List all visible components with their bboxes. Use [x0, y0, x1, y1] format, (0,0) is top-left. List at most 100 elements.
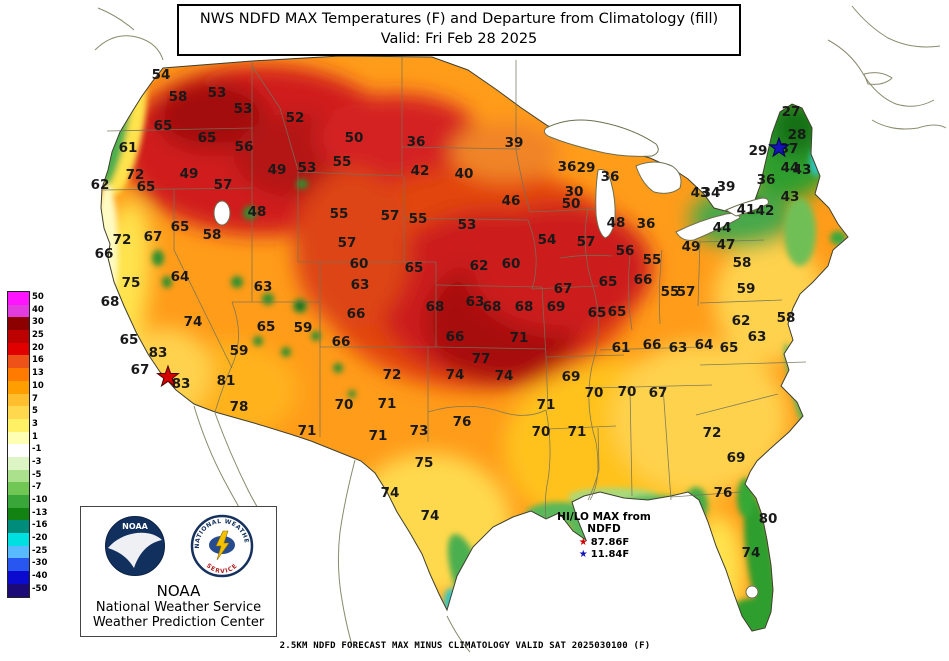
station-temp-value: 57 [677, 284, 696, 300]
station-temp-value: 58 [203, 227, 222, 243]
station-temp-value: 54 [538, 232, 557, 248]
station-temp-value: 43 [691, 185, 710, 201]
station-temp-value: 48 [248, 204, 267, 220]
legend-swatch [8, 533, 29, 546]
station-temp-value: 74 [381, 485, 400, 501]
station-temp-value: 74 [184, 314, 203, 330]
station-temp-value: 46 [502, 193, 521, 209]
station-temp-value: 49 [180, 166, 199, 182]
lightning-bolt-icon [215, 530, 230, 561]
station-temp-value: 63 [748, 329, 767, 345]
legend-swatch [8, 380, 29, 394]
station-temp-value: 36 [407, 134, 426, 150]
station-temp-value: 74 [446, 367, 465, 383]
station-temp-value: 66 [332, 334, 351, 350]
legend-label: 10 [32, 380, 44, 391]
station-temp-value: 36 [637, 216, 656, 232]
station-temp-value: 49 [268, 162, 287, 178]
station-temp-value: 55 [409, 211, 428, 227]
station-temp-value: 64 [695, 337, 714, 353]
station-temp-value: 66 [95, 246, 114, 262]
station-temp-value: 53 [234, 101, 253, 117]
station-temp-value: 29 [749, 143, 768, 159]
station-temp-value: 65 [588, 305, 607, 321]
legend-label: -20 [32, 533, 48, 544]
nws-logo: NATIONAL WEATHER SERVICE [190, 514, 253, 578]
station-temp-value: 68 [101, 294, 120, 310]
legend-swatch [8, 495, 29, 508]
legend-label: 7 [32, 393, 38, 404]
station-temp-value: 71 [537, 397, 556, 413]
station-temp-value: 70 [585, 385, 604, 401]
station-temp-value: 44 [781, 160, 800, 176]
title-box: NWS NDFD MAX Temperatures (F) and Depart… [177, 4, 741, 56]
legend-swatch [8, 393, 29, 407]
agency-org: NOAA [156, 582, 201, 600]
station-temp-value: 65 [171, 219, 190, 235]
station-temp-value: 71 [568, 424, 587, 440]
legend-swatch [8, 330, 29, 343]
station-temp-value: 70 [335, 397, 354, 413]
station-temp-value: 71 [510, 330, 529, 346]
legend-label: -3 [32, 456, 42, 467]
station-temp-value: 66 [347, 306, 366, 322]
legend-label: -1 [32, 444, 42, 455]
station-temp-value: 65 [608, 304, 627, 320]
station-temp-value: 72 [126, 167, 145, 183]
station-temp-value: 50 [562, 196, 581, 212]
station-temp-value: 65 [137, 179, 156, 195]
station-temp-value: 55 [333, 154, 352, 170]
station-temp-value: 39 [505, 135, 524, 151]
legend-label: -10 [32, 495, 48, 505]
station-temp-value: 60 [502, 256, 521, 272]
legend-swatch [8, 545, 29, 559]
hi-star-icon: ★ [578, 537, 588, 548]
station-temp-value: 43 [793, 162, 812, 178]
station-temp-value: 72 [703, 425, 722, 441]
station-temp-value: 40 [455, 166, 474, 182]
station-temp-value: 42 [411, 163, 430, 179]
legend-label: 3 [32, 418, 38, 429]
station-temp-value: 36 [757, 172, 776, 188]
station-temp-value: 53 [458, 217, 477, 233]
legend-swatch [8, 317, 29, 331]
station-temp-value: 62 [470, 258, 489, 274]
station-temp-value: 55 [661, 284, 680, 300]
noaa-logo: NOAA [104, 516, 165, 576]
legend-swatch [8, 355, 29, 369]
station-temp-value: 43 [781, 189, 800, 205]
station-temp-value: 56 [235, 139, 254, 155]
station-temp-value: 63 [669, 340, 688, 356]
station-temp-value: 57 [577, 234, 596, 250]
noaa-gull-icon [107, 532, 162, 568]
legend-color-bar [7, 291, 30, 598]
station-temp-value: 63 [351, 277, 370, 293]
hilo-title: HI/LO MAX from NDFD [557, 511, 651, 535]
legend-label: -30 [32, 558, 48, 569]
lo-temp-star-icon [768, 136, 790, 158]
station-temp-value: 62 [91, 177, 110, 193]
station-temp-value: 65 [599, 274, 618, 290]
hilo-value: 11.84F [590, 548, 630, 560]
station-temp-value: 29 [577, 160, 596, 176]
legend-label: 16 [32, 355, 44, 366]
legend-label: -13 [32, 507, 48, 518]
station-temp-value: 54 [152, 67, 171, 83]
station-temp-value: 59 [294, 320, 313, 336]
station-temp-value: 63 [466, 294, 485, 310]
hilo-rows: ★ 87.86F ★ 11.84F [540, 537, 668, 560]
station-temp-value: 72 [113, 232, 132, 248]
legend-label: -16 [32, 520, 48, 531]
station-temp-value: 83 [149, 345, 168, 361]
station-temp-value: 74 [495, 368, 514, 384]
legend-swatch [8, 469, 29, 483]
station-temp-value: 58 [777, 310, 796, 326]
station-temp-value: 65 [120, 332, 139, 348]
legend-label: 20 [32, 342, 44, 353]
agency-logos: NOAA NATIONAL WEATHER SERVICE [81, 514, 276, 578]
station-temp-value: 73 [410, 423, 429, 439]
station-temp-value: 65 [257, 319, 276, 335]
station-temp-value: 62 [732, 313, 751, 329]
station-temp-value: 27 [782, 104, 801, 120]
station-temp-value: 83 [172, 376, 191, 392]
